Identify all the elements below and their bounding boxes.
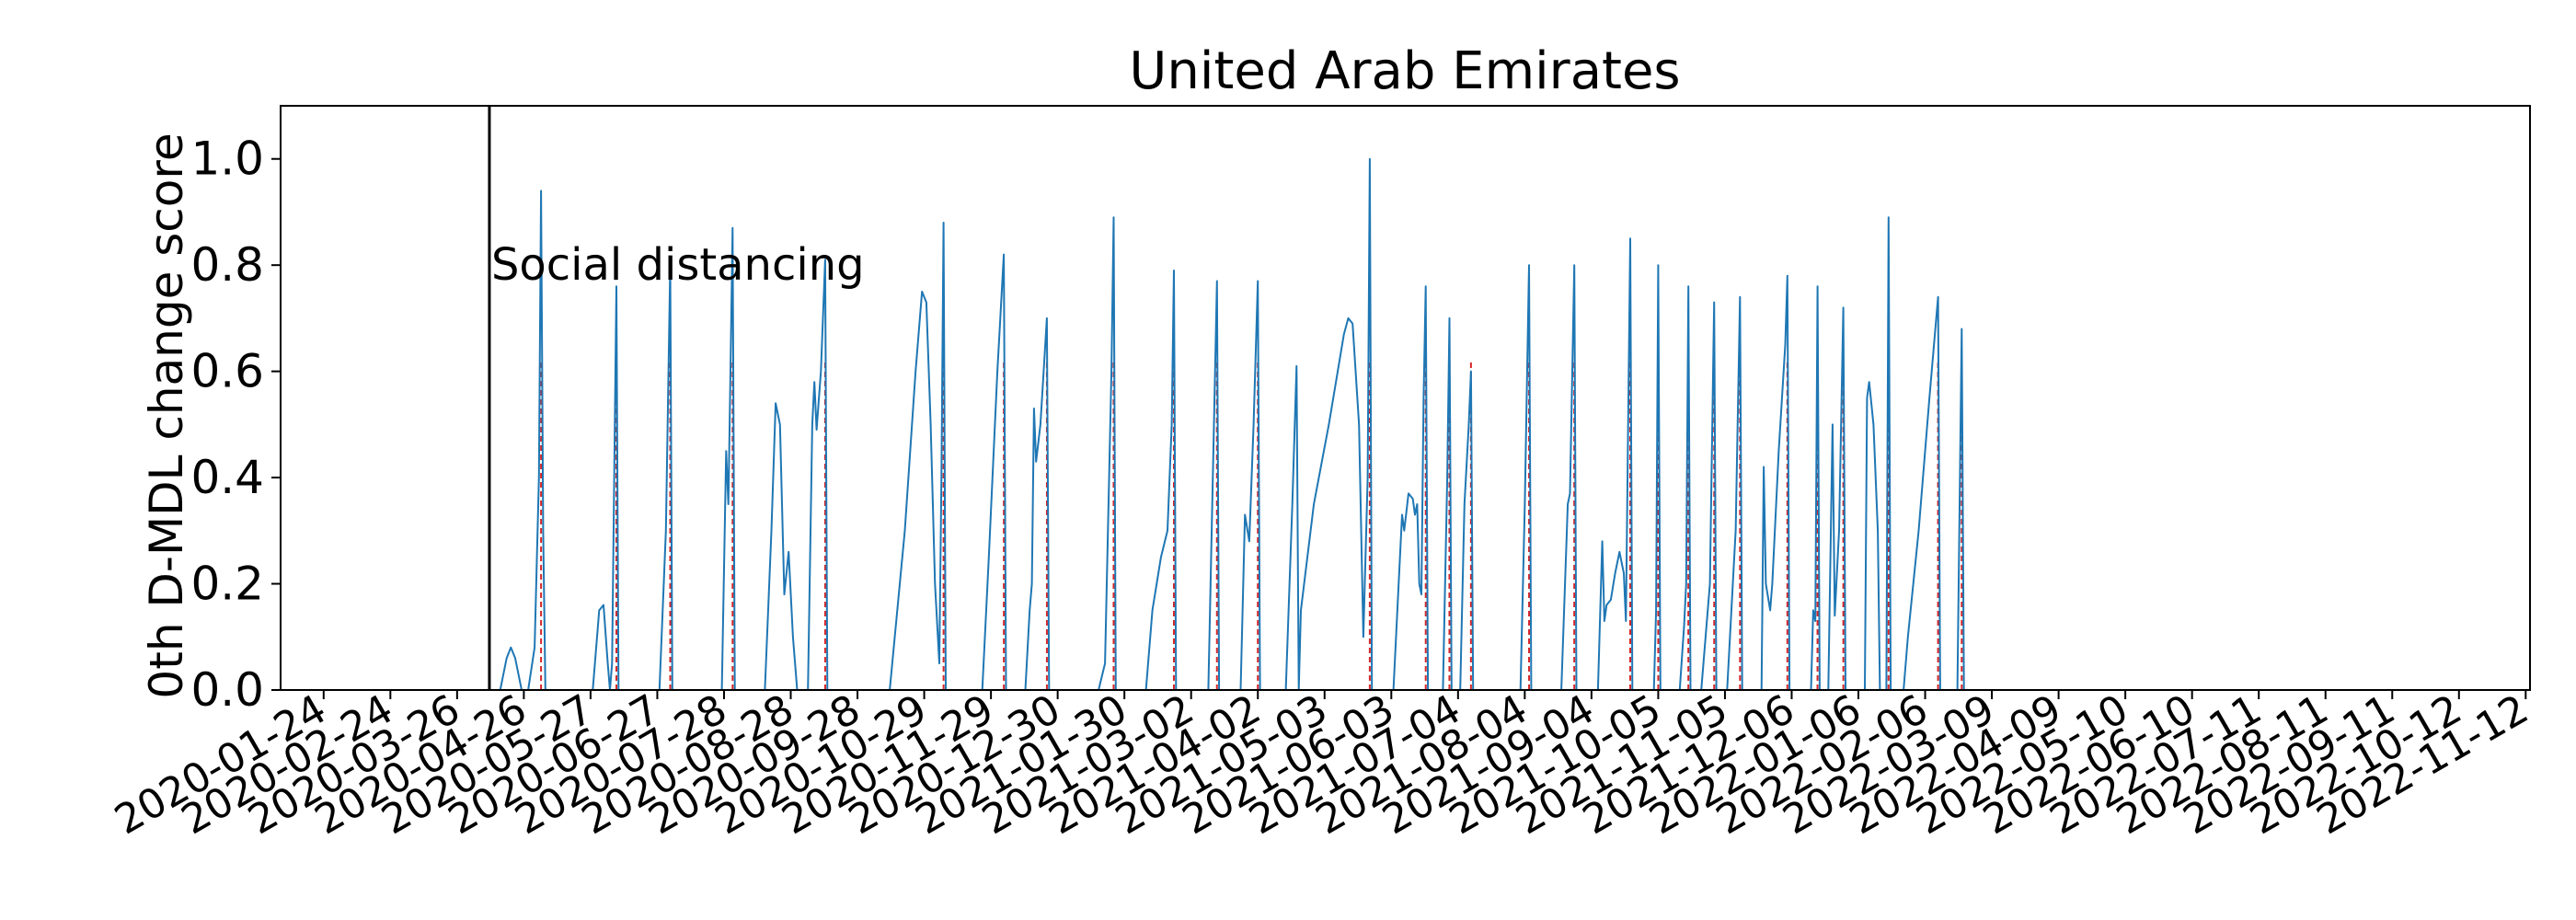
plot-frame	[280, 105, 2531, 691]
y-tick-label-1: 0.2	[190, 558, 264, 611]
event-marker: Social distancing	[488, 106, 865, 690]
chart-title: United Arab Emirates	[1129, 41, 1680, 101]
y-tick-label-5: 1.0	[190, 132, 264, 186]
y-tick-label-3: 0.6	[190, 345, 264, 398]
y-tick-label-4: 0.8	[190, 238, 264, 292]
y-axis-label: 0th D-MDL change score	[140, 132, 193, 698]
series-lines	[281, 157, 1975, 691]
series-line-0	[281, 157, 1975, 691]
plot-area: Social distancing	[280, 105, 2531, 691]
y-tick-label-2: 0.4	[190, 451, 264, 504]
alarm-lines	[540, 361, 1963, 690]
y-axis: 0.0 0.2 0.4 0.6 0.8 1.0	[190, 132, 281, 717]
y-tick-label-0: 0.0	[190, 663, 264, 717]
event-label: Social distancing	[491, 239, 865, 291]
x-axis: 2020-01-242020-02-242020-03-262020-04-26…	[107, 685, 2536, 844]
